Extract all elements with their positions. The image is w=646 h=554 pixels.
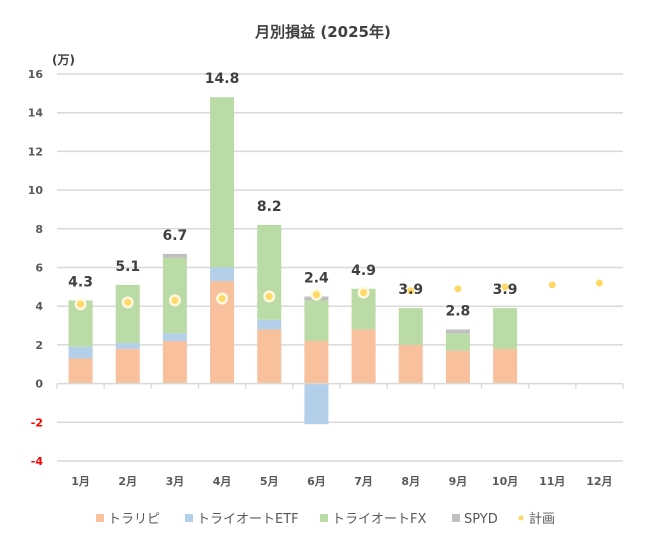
legend-swatch bbox=[452, 514, 460, 522]
legend-swatch bbox=[320, 514, 328, 522]
chart-title: 月別損益 (2025年) bbox=[254, 23, 391, 41]
total-data-label: 4.3 bbox=[68, 274, 93, 290]
total-data-label: 3.9 bbox=[493, 282, 518, 298]
y-tick-label: -4 bbox=[31, 455, 44, 468]
x-tick-label: 12月 bbox=[586, 475, 612, 488]
legend-label: SPYD bbox=[464, 512, 498, 527]
total-data-label: 8.2 bbox=[257, 199, 282, 215]
total-data-label: 4.9 bbox=[351, 263, 376, 279]
total-data-label: 5.1 bbox=[115, 259, 140, 275]
total-data-label: 3.9 bbox=[398, 282, 423, 298]
x-tick-label: 9月 bbox=[449, 475, 468, 488]
bar-segment-1 bbox=[162, 333, 187, 342]
bar-segment-3 bbox=[162, 253, 187, 258]
legend-swatch bbox=[185, 514, 193, 522]
bar-segment-2 bbox=[257, 224, 282, 320]
bar-segment-2 bbox=[445, 333, 470, 351]
total-data-label: 6.7 bbox=[163, 228, 188, 244]
plan-marker bbox=[124, 298, 132, 306]
legend-label: トラリピ bbox=[108, 512, 160, 527]
bar-segment-0 bbox=[304, 341, 329, 384]
plan-marker bbox=[548, 281, 556, 289]
legend-label: トライオートETF bbox=[197, 512, 299, 527]
x-tick-label: 11月 bbox=[539, 475, 565, 488]
bar-segment-2 bbox=[210, 97, 235, 268]
y-tick-label: 0 bbox=[35, 378, 43, 391]
bar-segment-0 bbox=[493, 348, 518, 384]
y-tick-label: 12 bbox=[28, 145, 43, 158]
x-axis-ticks: 1月 2月 3月 4月 5月 6月 7月 8月 9月 10月 11月 12月 bbox=[71, 475, 612, 488]
total-data-label: 2.4 bbox=[304, 271, 329, 287]
total-data-label: 2.8 bbox=[446, 303, 471, 319]
x-tick-label: 10月 bbox=[492, 475, 518, 488]
plan-markers bbox=[74, 279, 603, 311]
bar-segment-0 bbox=[162, 341, 187, 384]
plan-marker bbox=[171, 296, 179, 304]
bar-segment-0 bbox=[257, 329, 282, 384]
x-tick-label: 4月 bbox=[213, 475, 232, 488]
plan-marker bbox=[218, 294, 226, 302]
x-tick-label: 6月 bbox=[307, 475, 326, 488]
data-labels: 4.3 5.1 6.7 14.8 8.2 2.4 4.9 3.9 2.8 3.9 bbox=[68, 71, 517, 319]
y-tick-label: 14 bbox=[28, 107, 44, 120]
y-tick-label: -2 bbox=[31, 416, 43, 429]
x-tick-label: 8月 bbox=[401, 475, 420, 488]
x-tick-label: 2月 bbox=[118, 475, 137, 488]
legend-item[interactable]: トラリピ bbox=[96, 512, 160, 527]
plan-marker bbox=[595, 279, 603, 287]
legend-item[interactable]: トライオートETF bbox=[185, 512, 299, 527]
bar-segment-1 bbox=[210, 267, 235, 282]
bar-segment-0 bbox=[115, 348, 140, 384]
y-tick-label: 8 bbox=[35, 223, 43, 236]
y-axis-unit-label: (万) bbox=[52, 53, 75, 67]
x-tick-label: 3月 bbox=[166, 475, 185, 488]
bar-segment-3 bbox=[445, 329, 470, 334]
bar-segment-0 bbox=[398, 344, 423, 384]
bar-segment-2 bbox=[398, 308, 423, 345]
y-tick-label: 10 bbox=[28, 184, 44, 197]
bar-segment-1 bbox=[68, 346, 93, 359]
plan-marker bbox=[501, 283, 509, 291]
y-tick-label: 2 bbox=[35, 339, 43, 352]
y-axis-ticks: 16 14 12 10 8 6 4 2 0 -2 -4 bbox=[28, 68, 44, 468]
legend: トラリピ トライオートETF トライオートFX SPYD 計画 bbox=[96, 511, 555, 527]
bar-segment-1 bbox=[115, 342, 140, 349]
bar-segment-0 bbox=[351, 329, 376, 384]
total-data-label: 14.8 bbox=[205, 71, 240, 87]
x-tick-label: 5月 bbox=[260, 475, 279, 488]
bar-segment-2 bbox=[493, 308, 518, 349]
legend-item[interactable]: 計画 bbox=[518, 511, 556, 527]
plan-marker bbox=[77, 300, 85, 308]
x-tick-label: 7月 bbox=[354, 475, 373, 488]
legend-swatch bbox=[518, 515, 524, 521]
bar-segment-0 bbox=[445, 350, 470, 384]
bar-segment-1 bbox=[304, 383, 329, 425]
legend-label: トライオートFX bbox=[332, 512, 426, 527]
bar-segment-1 bbox=[257, 319, 282, 330]
legend-item[interactable]: トライオートFX bbox=[320, 512, 426, 527]
legend-label: 計画 bbox=[529, 511, 555, 527]
plan-marker bbox=[360, 289, 368, 297]
plan-marker bbox=[265, 293, 273, 301]
plan-marker bbox=[407, 287, 415, 295]
bar-segment-2 bbox=[115, 284, 140, 343]
legend-item[interactable]: SPYD bbox=[452, 512, 498, 527]
x-axis bbox=[56, 382, 624, 389]
y-tick-label: 16 bbox=[28, 68, 44, 81]
bar-segment-0 bbox=[68, 358, 93, 384]
y-tick-label: 4 bbox=[35, 300, 43, 313]
plan-marker bbox=[312, 291, 320, 299]
legend-swatch bbox=[96, 514, 104, 522]
y-tick-label: 6 bbox=[35, 262, 43, 275]
plan-marker bbox=[454, 285, 462, 293]
x-tick-label: 1月 bbox=[71, 475, 90, 488]
gridlines bbox=[57, 73, 623, 462]
bar-segment-2 bbox=[304, 300, 329, 342]
